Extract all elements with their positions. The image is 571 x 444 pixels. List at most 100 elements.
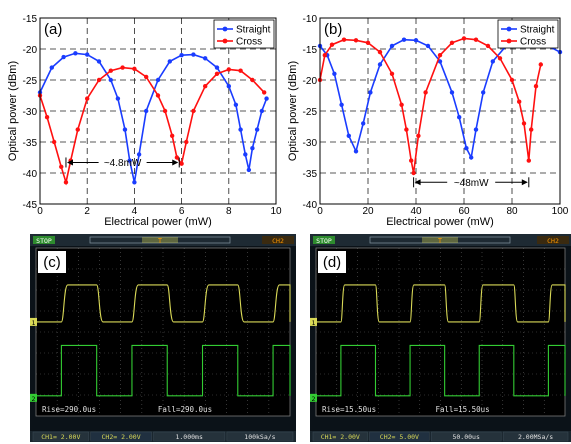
data-point: [238, 127, 243, 132]
measure-rise: Rise=290.0us: [42, 405, 96, 414]
y-tick-label: -25: [23, 76, 38, 87]
data-point: [346, 133, 351, 138]
measure-rise: Rise=15.50us: [322, 405, 376, 414]
data-point: [529, 127, 534, 132]
legend-box: [497, 19, 559, 49]
data-point: [353, 149, 359, 154]
bottom-field-label: 2.00MSa/s: [518, 433, 553, 441]
status-label: STOP: [316, 237, 332, 245]
chart-panel-b: 0 20 40 60 80 100 -40 -35 -30 -25 -20 -15 -10 Electri…: [287, 14, 569, 228]
y-tick-label: -15: [23, 14, 38, 25]
data-point: [214, 71, 220, 77]
data-point: [73, 51, 78, 56]
memory-window: [422, 237, 458, 243]
data-point: [162, 108, 168, 114]
data-point: [120, 65, 125, 70]
data-point: [377, 49, 383, 55]
legend-swatch-marker: [506, 26, 512, 32]
memory-bar: [369, 236, 511, 244]
channel-tag: CH2: [547, 237, 559, 245]
x-tick-label: 2: [84, 206, 90, 217]
measure-fall: Fall=290.0us: [158, 405, 212, 414]
legend-label: Straight: [236, 25, 271, 36]
y-tick-label: -15: [303, 45, 318, 56]
data-point: [63, 180, 69, 185]
legend-swatch-marker: [506, 38, 512, 44]
x-tick-label: 4: [132, 206, 138, 217]
annotation-arrowhead-left: [414, 179, 421, 186]
data-point: [203, 84, 208, 89]
data-point: [449, 90, 455, 95]
data-point: [127, 158, 132, 163]
trace-green: [36, 344, 291, 397]
data-point: [59, 164, 64, 169]
ch2-marker: 2: [312, 395, 316, 403]
data-point: [246, 167, 252, 173]
chart-panel-a: 0 2 4 6 8 10 -45 -40 -35 -30 -25 -20 -15 Electrical p…: [7, 14, 282, 228]
data-point: [437, 53, 443, 58]
legend-swatch-marker: [222, 38, 228, 44]
screen-border: [35, 247, 291, 417]
channel-tag-box: [262, 236, 294, 244]
data-point: [411, 170, 416, 176]
screen-border: [315, 247, 566, 417]
x-tick-label: 40: [410, 206, 422, 217]
data-point: [254, 127, 260, 132]
data-point: [517, 99, 522, 104]
ch1-marker-box: [310, 317, 317, 326]
data-point: [322, 53, 327, 58]
data-point: [136, 152, 142, 157]
data-point: [49, 65, 54, 70]
data-point: [214, 65, 220, 70]
bottom-field-box: [369, 431, 430, 442]
data-point: [203, 56, 208, 61]
data-point: [243, 152, 248, 157]
data-point: [461, 36, 467, 41]
data-point: [96, 59, 102, 64]
plot-frame: [319, 17, 561, 205]
data-point: [132, 66, 137, 72]
data-point: [226, 67, 231, 72]
data-point: [437, 59, 443, 64]
legend-label: Cross: [236, 37, 262, 48]
data-point: [75, 127, 80, 132]
bottom-field-label: CH2= 5.00V: [380, 433, 419, 441]
data-point: [449, 40, 455, 45]
ch2-marker: 2: [32, 395, 36, 403]
data-point: [526, 158, 531, 163]
data-point: [413, 38, 419, 43]
data-point: [404, 127, 409, 132]
series-straight: [37, 51, 269, 185]
bottom-field-label: CH1= 2.00V: [321, 433, 360, 441]
oscilloscope-panel-d: STOP T CH2 1 2 (d) Rise=15.50us Fall=15.50us CH1…: [310, 234, 571, 442]
bottom-field-box: [90, 431, 152, 442]
data-point: [155, 93, 161, 98]
panel-label: (d): [323, 254, 341, 271]
data-point: [250, 146, 255, 151]
data-point: [521, 121, 527, 126]
bottom-field-box: [430, 431, 502, 442]
channel-tag-box: [537, 236, 569, 244]
data-point: [115, 96, 121, 101]
data-point: [457, 115, 462, 120]
data-point: [473, 127, 479, 132]
data-point: [341, 37, 347, 42]
trace-green: [316, 344, 566, 397]
data-point: [259, 108, 265, 114]
panel-label: (c): [43, 254, 61, 271]
data-point: [361, 121, 366, 126]
x-tick-label: 100: [552, 206, 569, 217]
data-point: [96, 77, 102, 83]
legend-box: [213, 19, 275, 49]
data-point: [174, 155, 180, 160]
data-point: [485, 43, 491, 49]
x-tick-label: 0: [317, 206, 323, 217]
y-axis-label: Optical power (dBm): [7, 61, 19, 161]
bottom-field-label: 100kSa/s: [244, 433, 275, 441]
y-tick-label: -40: [303, 200, 318, 211]
annotation-arrowhead-left: [66, 159, 73, 166]
data-point: [497, 56, 503, 61]
data-point: [473, 37, 479, 42]
data-point: [409, 158, 414, 163]
